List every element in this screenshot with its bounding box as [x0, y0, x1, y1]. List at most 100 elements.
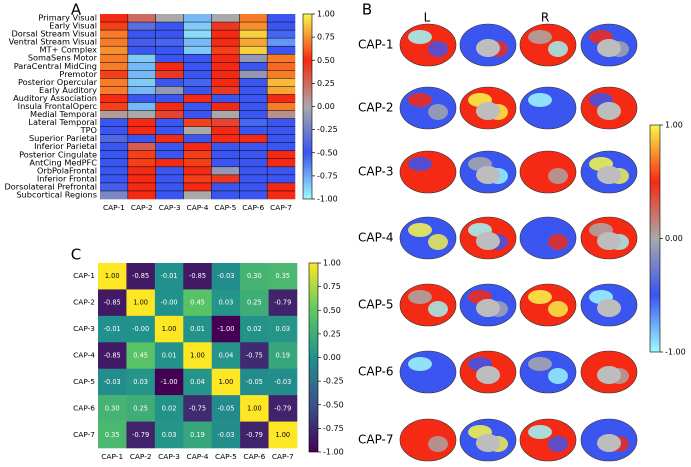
row-label: CAP-4: [73, 351, 95, 360]
heatmap-cell: [211, 263, 241, 290]
colorbar-tick-label: 0.00: [317, 102, 335, 111]
cell-label: 1.00: [219, 378, 234, 386]
colorbar-tick-label: 0.25: [317, 79, 335, 88]
heatmap-cell: [98, 368, 127, 396]
heatmap-cell: [211, 78, 240, 87]
brain-patch: [408, 223, 432, 237]
heatmap-cell: [127, 110, 157, 119]
heatmap-cell: [183, 78, 212, 87]
cell-label: -0.00: [161, 299, 178, 307]
cell-label: -0.00: [132, 325, 149, 333]
cell-label: 0.45: [133, 352, 148, 360]
heatmap-cell: [267, 134, 296, 143]
cell-label: 0.03: [275, 325, 290, 333]
heatmap-cell: [240, 342, 269, 370]
brain-surface: [519, 418, 577, 462]
row-label: Early Auditory: [39, 85, 97, 95]
colorbar-tick-label: 0.75: [323, 282, 341, 291]
heatmap-cell: [155, 102, 184, 111]
colorbar-tick-label: 0.00: [665, 234, 683, 243]
cell-label: -0.85: [189, 272, 206, 280]
heatmap-cell: [126, 421, 156, 449]
cell-label: -0.05: [217, 404, 234, 412]
heatmap-cell: [267, 54, 296, 63]
heatmap-cell: [98, 342, 127, 370]
heatmap-cell: [267, 174, 296, 184]
brain-patch: [408, 425, 432, 439]
heatmap-cell: [100, 182, 129, 192]
colorbar-tick-label: -1.00: [323, 448, 344, 457]
brain-medial: [597, 232, 621, 250]
heatmap-cell: [126, 289, 156, 317]
heatmap-cell: [100, 134, 129, 143]
cell-label: 0.03: [219, 299, 234, 307]
cell-label: -0.05: [246, 378, 263, 386]
cell-label: 0.04: [219, 352, 234, 360]
colorbar-tick-label: -0.50: [317, 148, 338, 157]
heatmap-cell: [100, 54, 129, 63]
brain-medial: [476, 366, 500, 384]
brain-medial: [476, 166, 500, 184]
heatmap-cell: [100, 126, 129, 135]
brain-medial: [476, 39, 500, 57]
heatmap-cell: [127, 70, 157, 79]
heatmap-cell: [100, 86, 129, 95]
heatmap-cell: [100, 102, 129, 111]
row-label: CAP-2: [73, 298, 95, 307]
heatmap-cell: [127, 118, 157, 127]
heatmap-cell: [239, 94, 268, 103]
heatmap-cell: [126, 315, 156, 343]
row-label: Subcortical Regions: [16, 189, 97, 199]
row-label: Dorsal Stream Visual: [11, 29, 97, 39]
heatmap-cell: [155, 110, 184, 119]
heatmap-cell: [240, 315, 269, 343]
heatmap-cell: [127, 150, 157, 160]
heatmap-cell: [211, 46, 240, 55]
heatmap-cell: [211, 110, 240, 119]
heatmap-cell: [267, 78, 296, 87]
heatmap-cell: [127, 22, 157, 31]
cell-label: 0.03: [162, 431, 177, 439]
heatmap-cell: [155, 142, 184, 152]
heatmap-cell: [127, 126, 157, 135]
cell-label: -1.00: [161, 378, 178, 386]
heatmap-cell: [183, 289, 213, 317]
brain-surface: [519, 216, 577, 260]
heatmap-cell: [239, 38, 268, 47]
heatmap-cell: [267, 94, 296, 103]
row-label: AntCing MedPFC: [29, 157, 97, 167]
heatmap-cell: [211, 190, 240, 200]
brain-patch: [428, 436, 448, 452]
brain-patch: [408, 157, 432, 171]
row-label: CAP-6: [358, 365, 394, 379]
heatmap-cell: [239, 70, 268, 79]
brain-medial: [476, 232, 500, 250]
heatmap-cell: [240, 289, 269, 317]
heatmap-cell: [183, 368, 213, 396]
heatmap-cell: [183, 118, 212, 127]
heatmap-cell: [126, 368, 156, 396]
heatmap-cell: [183, 70, 212, 79]
heatmap-cell: [183, 166, 212, 176]
row-label: ParaCentral MidCing: [14, 61, 97, 71]
brain-patch: [428, 104, 448, 120]
column-label: CAP-2: [131, 203, 153, 212]
heatmap-cell: [127, 30, 157, 39]
cell-label: -0.79: [246, 431, 263, 439]
heatmap-cell: [211, 182, 240, 192]
heatmap-cell: [239, 54, 268, 63]
row-label: CAP-2: [358, 101, 394, 115]
cell-label: 0.35: [275, 272, 290, 280]
colorbar: [308, 262, 319, 453]
heatmap-cell: [155, 14, 184, 23]
colorbar-tick-label: 0.50: [317, 56, 335, 65]
heatmap-cell: [127, 102, 157, 111]
colorbar-tick-label: 0.75: [317, 33, 335, 42]
brain-surface: [519, 23, 577, 67]
brain-patch: [528, 30, 552, 44]
colorbar-tick-label: -0.75: [323, 424, 344, 433]
heatmap-cell: [267, 30, 296, 39]
heatmap-cell: [240, 395, 269, 422]
heatmap-cell: [155, 22, 184, 31]
column-label: CAP-3: [158, 452, 180, 461]
